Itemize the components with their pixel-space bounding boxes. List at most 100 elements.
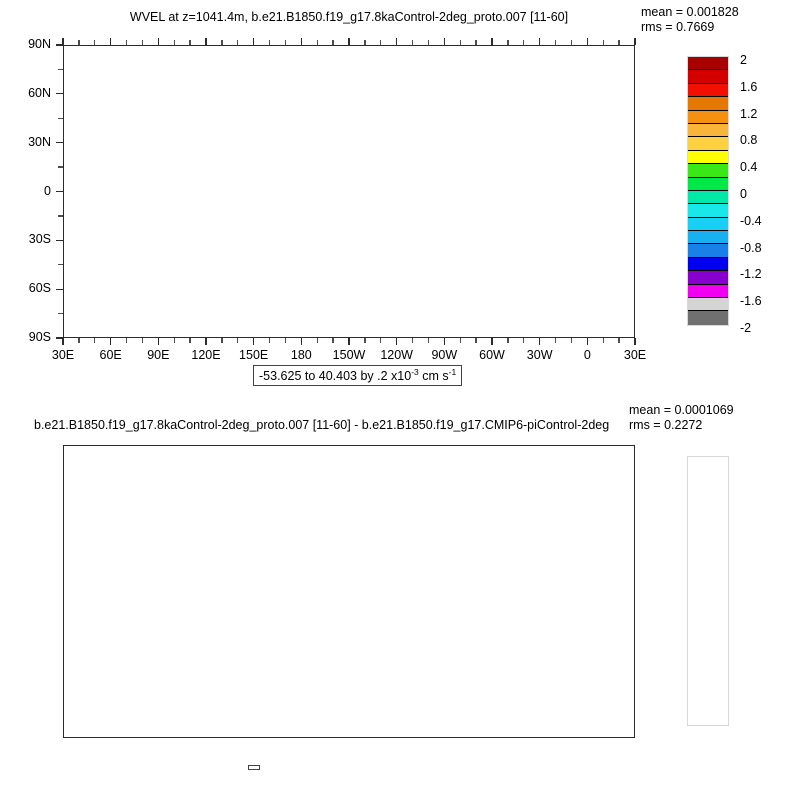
- x-tick-major: [157, 338, 159, 345]
- x-tick-minor-top: [411, 40, 414, 45]
- x-tick-major: [253, 338, 255, 345]
- colorbar-tick-label: 1.6: [740, 79, 758, 94]
- x-tick-minor-top: [332, 40, 334, 45]
- y-tick-major: [56, 142, 63, 144]
- x-tick-major-top: [157, 38, 159, 45]
- panel-top-title: WVEL at z=1041.4m, b.e21.B1850.f19_g17.8…: [129, 10, 569, 24]
- colorbar-tick-label: -1.6: [740, 294, 762, 309]
- x-tick-minor-top: [602, 40, 604, 45]
- x-tick-major: [539, 338, 541, 345]
- x-axis-label: 120W: [380, 348, 413, 362]
- x-tick-major: [491, 338, 493, 345]
- x-tick-minor-top: [189, 40, 191, 45]
- x-tick-minor: [173, 338, 175, 343]
- x-tick-minor: [268, 338, 271, 343]
- x-tick-minor-top: [268, 40, 271, 45]
- x-tick-minor-top: [173, 40, 175, 45]
- x-tick-minor-top: [141, 40, 144, 45]
- y-tick-major: [56, 44, 63, 46]
- map-field-top: [64, 46, 634, 337]
- x-axis-label: 30E: [623, 348, 647, 362]
- x-tick-minor: [475, 338, 477, 343]
- colorbar-tick-label: 0.4: [740, 160, 758, 175]
- colorbar-tick-label: 1.2: [740, 106, 758, 121]
- x-tick-minor-top: [221, 40, 223, 45]
- x-tick-minor-top: [316, 40, 318, 45]
- x-tick-major-top: [443, 38, 445, 45]
- y-tick-minor: [58, 117, 63, 119]
- y-axis-label: 60S: [28, 281, 51, 296]
- x-tick-major: [586, 338, 588, 345]
- colorbar-top[interactable]: [687, 56, 729, 326]
- colorbar-tick-label: -1.2: [740, 267, 762, 282]
- colorbar-band: [688, 271, 728, 285]
- x-tick-major: [443, 338, 445, 345]
- x-axis-label: 150W: [332, 348, 366, 362]
- x-tick-minor-top: [523, 40, 525, 45]
- x-tick-minor-top: [507, 40, 509, 45]
- x-tick-minor-top: [459, 40, 461, 45]
- x-axis-label: 90W: [431, 348, 458, 362]
- colorbar-band: [688, 298, 728, 312]
- y-axis-label: 90N: [28, 37, 51, 51]
- x-tick-major-top: [634, 38, 636, 45]
- colorbar-band: [688, 150, 728, 165]
- x-tick-minor: [618, 338, 620, 343]
- panel-top-stats: mean = 0.001828 rms = 0.7669: [641, 5, 739, 35]
- x-axis-label: 30E: [51, 348, 75, 362]
- y-tick-minor: [58, 166, 63, 168]
- colorbar-band: [688, 204, 728, 218]
- x-axis-label: 150E: [239, 348, 269, 362]
- x-tick-minor: [284, 338, 287, 343]
- colorbar-band: [688, 70, 728, 84]
- x-tick-minor: [364, 338, 366, 343]
- x-tick-major: [396, 338, 398, 345]
- caption-top: -53.625 to 40.403 by .2 x10-3 cm s-1: [253, 365, 463, 387]
- y-tick-minor: [58, 312, 63, 315]
- y-axis-label: 30S: [28, 232, 51, 247]
- x-tick-minor: [411, 338, 414, 343]
- panel-bottom-stats: mean = 0.0001069 rms = 0.2272: [629, 403, 734, 433]
- panel-top: WVEL at z=1041.4m, b.e21.B1850.f19_g17.8…: [28, 5, 762, 387]
- colorbar-band: [688, 244, 728, 258]
- x-tick-major-top: [586, 38, 588, 45]
- y-axis-label: 90S: [28, 330, 51, 344]
- x-tick-major-top: [300, 38, 302, 45]
- x-tick-major: [62, 338, 64, 345]
- y-tick-major: [56, 337, 63, 339]
- y-tick-major: [56, 239, 63, 241]
- caption-exponent: -3: [411, 367, 419, 377]
- map-plot-bottom[interactable]: [63, 445, 635, 738]
- colorbar-band: [688, 217, 728, 232]
- caption-bottom: [248, 765, 260, 770]
- panel-bottom: b.e21.B1850.f19_g17.8kaControl-2deg_prot…: [0, 400, 800, 800]
- colorbar-band: [688, 97, 728, 111]
- x-tick-minor-top: [554, 40, 557, 45]
- x-axis-label: 0: [583, 348, 591, 362]
- x-tick-major-top: [110, 38, 112, 45]
- colorbar-band: [688, 257, 728, 272]
- x-axis-label: 90E: [147, 348, 170, 362]
- x-tick-minor: [141, 338, 144, 343]
- x-tick-minor: [570, 338, 573, 343]
- x-tick-major: [110, 338, 112, 345]
- y-tick-major: [56, 93, 63, 95]
- x-tick-minor-top: [570, 40, 573, 45]
- x-tick-major-top: [491, 38, 493, 45]
- colorbar-band: [688, 164, 728, 178]
- x-tick-major: [634, 338, 636, 345]
- map-plot-top[interactable]: [63, 45, 635, 338]
- panel-top-rms: rms = 0.7669: [641, 20, 715, 34]
- y-tick-major: [56, 190, 63, 193]
- y-tick-minor: [58, 68, 63, 71]
- x-tick-major: [348, 338, 350, 345]
- colorbar-band: [688, 137, 728, 151]
- colorbar-band: [688, 110, 728, 124]
- colorbar-band: [688, 83, 728, 98]
- x-tick-minor: [523, 338, 525, 343]
- x-tick-minor: [459, 338, 461, 343]
- x-tick-minor: [94, 338, 96, 343]
- colorbar-bottom[interactable]: [687, 456, 729, 726]
- x-tick-minor: [507, 338, 509, 343]
- x-tick-minor: [427, 338, 430, 343]
